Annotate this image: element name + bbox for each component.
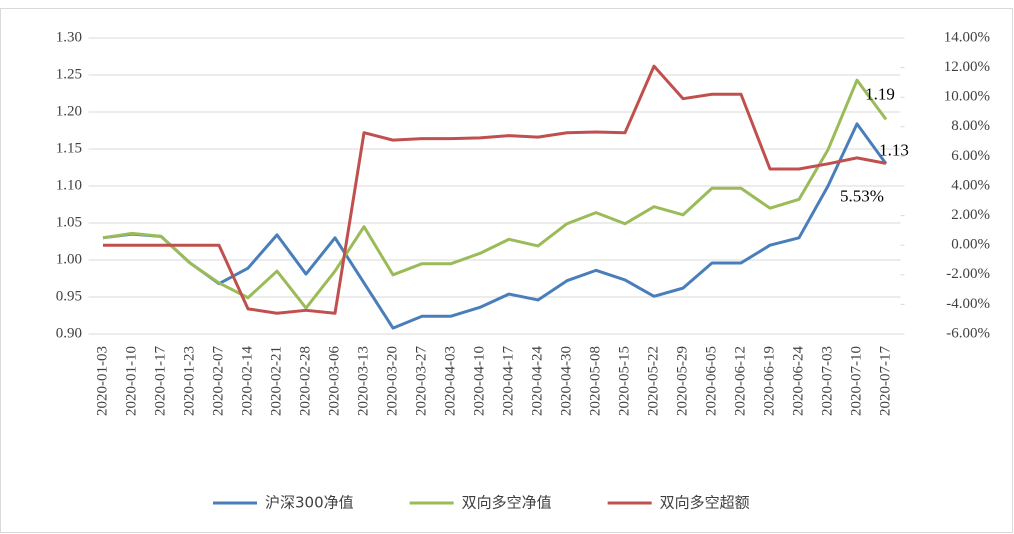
y2-tick-label: -2.00% xyxy=(946,266,990,282)
y2-tick-label: -6.00% xyxy=(946,325,990,341)
y2-tick-label: 8.00% xyxy=(951,118,990,134)
y-tick-label: 1.00 xyxy=(56,251,82,267)
x-tick-label: 2020-06-12 xyxy=(732,346,748,416)
x-tick-label: 2020-02-07 xyxy=(210,346,226,416)
y-tick-label: 1.30 xyxy=(56,29,82,45)
x-tick-label: 2020-07-03 xyxy=(819,346,835,416)
data-label: 1.19 xyxy=(865,84,895,103)
x-tick-label: 2020-05-22 xyxy=(645,346,661,416)
y-tick-label: 1.25 xyxy=(56,66,82,82)
x-tick-label: 2020-05-08 xyxy=(587,346,603,416)
chart-border xyxy=(0,8,1013,533)
y-tick-label: 1.05 xyxy=(56,214,82,230)
x-tick-label: 2020-05-29 xyxy=(674,346,690,416)
x-tick-label: 2020-06-05 xyxy=(703,346,719,416)
x-tick-label: 2020-04-03 xyxy=(442,346,458,416)
x-tick-label: 2020-06-24 xyxy=(790,346,806,416)
x-tick-label: 2020-04-30 xyxy=(558,346,574,416)
x-tick-label: 2020-01-03 xyxy=(94,346,110,416)
y-tick-label: 1.10 xyxy=(56,177,82,193)
x-tick-label: 2020-02-21 xyxy=(268,346,284,416)
legend-label: 沪深300净值 xyxy=(265,494,354,512)
y2-tick-label: 10.00% xyxy=(944,89,990,105)
legend-label: 双向多空净值 xyxy=(462,494,552,512)
x-tick-label: 2020-01-17 xyxy=(152,346,168,416)
y2-tick-label: 2.00% xyxy=(951,207,990,223)
x-tick-label: 2020-04-10 xyxy=(471,346,487,416)
x-tick-label: 2020-04-17 xyxy=(500,346,516,416)
x-tick-label: 2020-04-24 xyxy=(529,346,545,416)
x-tick-label: 2020-01-10 xyxy=(123,346,139,416)
data-label: 5.53% xyxy=(840,186,884,205)
x-tick-label: 2020-02-28 xyxy=(297,346,313,416)
x-tick-label: 2020-03-20 xyxy=(384,346,400,416)
legend: 沪深300净值 双向多空净值 双向多空超额 xyxy=(213,494,750,512)
y-tick-label: 1.15 xyxy=(56,140,82,156)
legend-label: 双向多空超额 xyxy=(660,494,750,512)
y2-tick-label: 4.00% xyxy=(951,177,990,193)
data-label: 1.13 xyxy=(879,141,909,160)
x-tick-label: 2020-03-06 xyxy=(326,346,342,416)
x-tick-label: 2020-07-10 xyxy=(848,346,864,416)
x-tick-label: 2020-03-27 xyxy=(413,346,429,416)
x-tick-label: 2020-06-19 xyxy=(761,346,777,416)
series-line xyxy=(103,64,887,315)
y2-tick-label: 14.00% xyxy=(944,29,990,45)
x-tick-label: 2020-02-14 xyxy=(239,346,255,416)
y2-tick-label: 0.00% xyxy=(951,237,990,253)
y2-tick-label: 6.00% xyxy=(951,148,990,164)
y-tick-label: 0.95 xyxy=(56,288,82,304)
y-tick-label: 1.20 xyxy=(56,103,82,119)
x-tick-label: 2020-03-13 xyxy=(355,346,371,416)
x-tick-label: 2020-05-15 xyxy=(616,346,632,416)
y2-tick-label: -4.00% xyxy=(946,296,990,312)
series-line xyxy=(102,78,888,310)
y-tick-label: 0.90 xyxy=(56,325,82,341)
y2-tick-label: 12.00% xyxy=(944,59,990,75)
x-tick-label: 2020-07-17 xyxy=(877,346,893,416)
x-tick-label: 2020-01-23 xyxy=(181,346,197,416)
